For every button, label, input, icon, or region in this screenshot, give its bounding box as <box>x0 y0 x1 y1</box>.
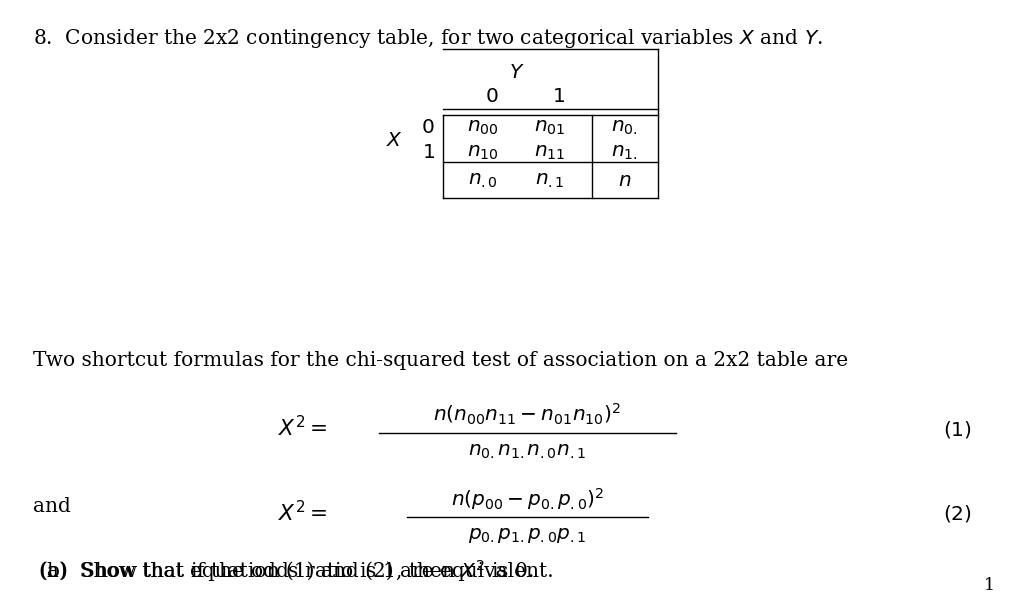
Text: $Y$: $Y$ <box>509 62 525 82</box>
Text: $n_{0.}$: $n_{0.}$ <box>611 118 638 137</box>
Text: $n_{11}$: $n_{11}$ <box>535 143 565 163</box>
Text: $1$: $1$ <box>552 86 564 106</box>
Text: $X^2 =$: $X^2 =$ <box>279 501 328 526</box>
Text: (a)  Show that equation (1) and (2) are equivalent.: (a) Show that equation (1) and (2) are e… <box>39 561 554 581</box>
Text: $0$: $0$ <box>421 118 435 137</box>
Text: $n_{.1}$: $n_{.1}$ <box>536 170 564 190</box>
Text: $n_{00}$: $n_{00}$ <box>468 118 499 137</box>
Text: $n_{10}$: $n_{10}$ <box>468 143 499 163</box>
Text: $n$: $n$ <box>617 170 632 190</box>
Text: $X^2 =$: $X^2 =$ <box>279 416 328 442</box>
Text: $(1)$: $(1)$ <box>943 419 972 439</box>
Text: $n(p_{00} - p_{0.}p_{.0})^2$: $n(p_{00} - p_{0.}p_{.0})^2$ <box>451 486 604 512</box>
Text: $n_{01}$: $n_{01}$ <box>535 118 565 137</box>
Text: (b)  Show that if the odds ratio is 1, then $X^2$ is 0.: (b) Show that if the odds ratio is 1, th… <box>39 559 534 583</box>
Text: $n(n_{00}n_{11} - n_{01}n_{10})^2$: $n(n_{00}n_{11} - n_{01}n_{10})^2$ <box>433 401 622 427</box>
Text: $1$: $1$ <box>422 143 434 163</box>
Text: $X$: $X$ <box>386 131 402 149</box>
Text: $0$: $0$ <box>484 86 499 106</box>
Text: $n_{1.}$: $n_{1.}$ <box>611 143 638 163</box>
Text: $n_{0.}n_{1.}n_{.0}n_{.1}$: $n_{0.}n_{1.}n_{.0}n_{.1}$ <box>468 442 587 461</box>
Text: $n_{.0}$: $n_{.0}$ <box>468 170 499 190</box>
Text: 8.  Consider the 2x2 contingency table, for two categorical variables $X$ and $Y: 8. Consider the 2x2 contingency table, f… <box>33 27 822 50</box>
Text: Two shortcut formulas for the chi-squared test of association on a 2x2 table are: Two shortcut formulas for the chi-square… <box>33 351 848 370</box>
Text: $p_{0.}p_{1.}p_{.0}p_{.1}$: $p_{0.}p_{1.}p_{.0}p_{.1}$ <box>468 526 587 545</box>
Text: $(2)$: $(2)$ <box>943 503 972 524</box>
Text: and: and <box>33 497 71 516</box>
Text: 1: 1 <box>984 577 995 594</box>
